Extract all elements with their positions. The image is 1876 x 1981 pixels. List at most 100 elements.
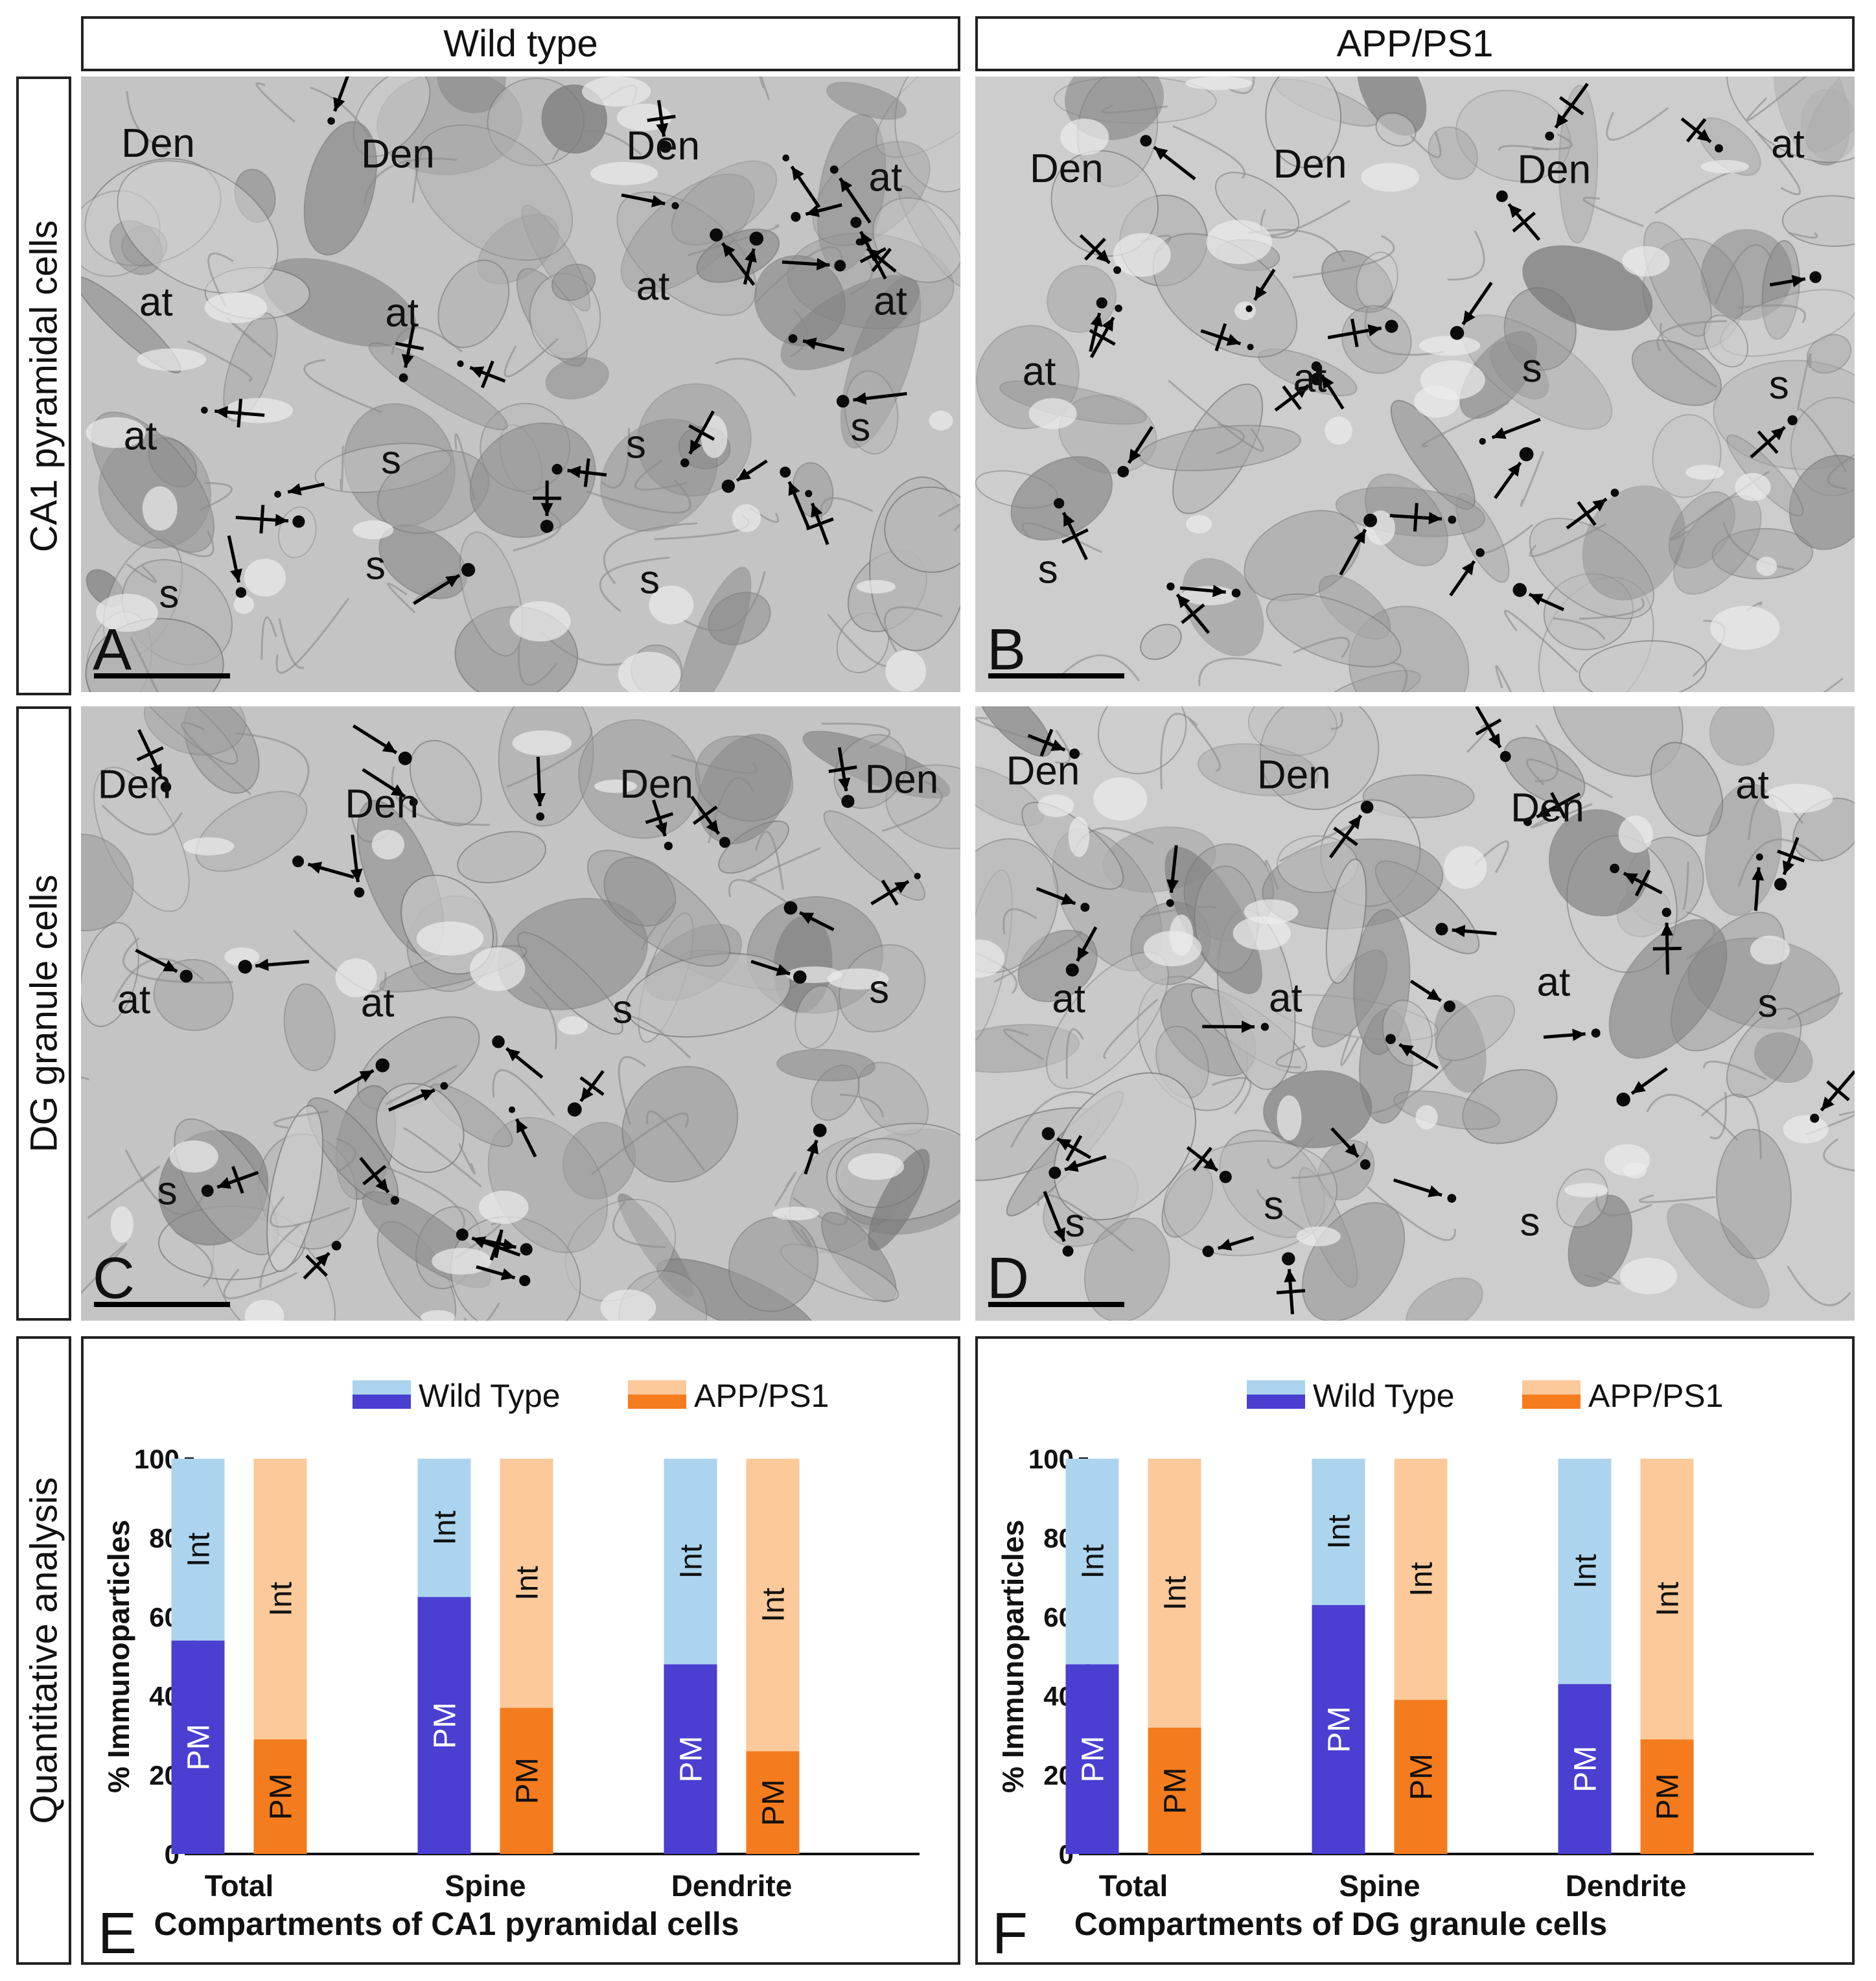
row-header-dg: DG granule cells (16, 706, 71, 1321)
segment-label-pm: PM (1569, 1746, 1603, 1792)
legend-label: APP/PS1 (1588, 1378, 1723, 1414)
x-tick-label: Spine (1339, 1869, 1420, 1903)
structure-label: s (157, 1169, 178, 1214)
x-tick-label: Dendrite (1566, 1869, 1687, 1903)
immunogold-particles (160, 751, 921, 1286)
structure-label: s (640, 558, 660, 603)
bar-segment-int (500, 1459, 553, 1708)
structure-label: s (1065, 1201, 1085, 1245)
bar-segment-int (1312, 1459, 1365, 1605)
structure-label: at (1771, 122, 1805, 167)
bar-segment-pm (664, 1664, 717, 1854)
structure-label: s (1520, 1200, 1540, 1245)
bar-segment-int (417, 1459, 471, 1597)
row-header-label: DG granule cells (23, 874, 65, 1153)
bar-segment-int (171, 1459, 225, 1641)
structure-label: Den (620, 762, 693, 807)
x-tick-label: Dendrite (671, 1869, 793, 1903)
arrow-markers (1027, 706, 1855, 1315)
structure-label: Den (865, 757, 939, 802)
micrograph-panel-c: Den Den Den Den at at s s s C (81, 706, 960, 1321)
column-header-app-ps1: APP/PS1 (975, 16, 1855, 71)
x-axis-label: Compartments of CA1 pyramidal cells (154, 1906, 739, 1942)
structure-label: Den (626, 124, 700, 168)
bar-segment-int (1148, 1459, 1201, 1728)
segment-label-pm: PM (1405, 1754, 1439, 1800)
immunogold-particles (201, 117, 863, 598)
segment-label-int: Int (1651, 1582, 1685, 1616)
bar-segment-pm (1148, 1727, 1201, 1854)
segment-label-int: Int (182, 1533, 216, 1567)
panel-letter: C (93, 1246, 135, 1311)
legend-swatch-pm (1247, 1395, 1305, 1409)
panel-letter: D (987, 1246, 1029, 1311)
bar-segment-pm (500, 1708, 553, 1854)
legend-label: Wild Type (419, 1378, 561, 1414)
structure-label: at (1052, 977, 1085, 1021)
bar-segment-int (1640, 1459, 1694, 1740)
segment-label-int: Int (428, 1511, 463, 1545)
legend-swatch-pm (353, 1395, 411, 1409)
bar-segment-int (1558, 1459, 1612, 1684)
micrograph-panel-b: Den Den Den at at at s s s B (975, 76, 1855, 692)
row-header-label: CA1 pyramidal cells (23, 220, 65, 552)
structure-label: at (1293, 356, 1327, 401)
segment-label-pm: PM (1076, 1736, 1111, 1783)
structure-label: Den (1257, 753, 1331, 798)
structure-label: Den (1006, 748, 1080, 793)
chart-panel-e: Wild Type APP/PS1 0 20 40 60 80 100% Immunopart… (81, 1336, 960, 1966)
immunogold-particles (1041, 748, 1820, 1266)
segment-label-pm: PM (264, 1774, 299, 1820)
panel-letter: E (98, 1901, 137, 1966)
x-axis-label: Compartments of DG granule cells (1074, 1906, 1607, 1942)
bar-segment-int (746, 1459, 800, 1752)
structure-label: at (385, 290, 419, 335)
segment-label-pm: PM (675, 1736, 709, 1783)
structure-label: s (381, 437, 401, 482)
structure-label: Den (121, 121, 195, 166)
structure-label: at (874, 279, 907, 323)
micrograph-texture (975, 76, 1855, 692)
segment-label-pm: PM (1651, 1774, 1685, 1820)
segment-label-int: Int (675, 1544, 709, 1579)
bar-segment-pm (1312, 1604, 1365, 1854)
bar-segment-pm (1065, 1664, 1119, 1854)
structure-label: s (1757, 981, 1778, 1026)
bar-segment-int (253, 1459, 307, 1740)
structure-label: s (1264, 1183, 1284, 1228)
segment-label-int: Int (511, 1566, 545, 1600)
segment-label-pm: PM (511, 1757, 545, 1804)
segment-label-pm: PM (757, 1779, 791, 1826)
micrograph-texture (81, 706, 960, 1321)
structure-label: at (636, 264, 670, 309)
legend-swatch-pm (628, 1395, 686, 1409)
structure-label: s (159, 572, 179, 617)
structure-label: Den (361, 132, 435, 177)
segment-label-int: Int (1569, 1554, 1603, 1588)
legend-swatch-int (353, 1380, 411, 1395)
legend-label: Wild Type (1313, 1378, 1455, 1414)
bar-segment-int (1394, 1459, 1448, 1700)
bar-segment-pm (417, 1597, 471, 1854)
segment-label-int: Int (1076, 1544, 1111, 1579)
legend-swatch-int (628, 1380, 686, 1395)
column-header-label: Wild type (443, 23, 598, 65)
segment-label-int: Int (1159, 1576, 1193, 1610)
row-header-ca1: CA1 pyramidal cells (16, 76, 71, 695)
structure-label: at (139, 280, 173, 325)
bar-segment-pm (1394, 1700, 1448, 1854)
legend-label: APP/PS1 (694, 1378, 829, 1414)
micrograph-texture (975, 706, 1855, 1321)
y-axis-label: % Immunoparticles (996, 1520, 1030, 1793)
structure-label: at (1023, 349, 1056, 394)
segment-label-int: Int (264, 1582, 299, 1616)
bar-segment-int (664, 1459, 717, 1665)
row-header-quantitative: Quantitative analysis (16, 1336, 71, 1965)
x-tick-label: Spine (445, 1869, 526, 1903)
bar-segment-pm (746, 1751, 800, 1854)
